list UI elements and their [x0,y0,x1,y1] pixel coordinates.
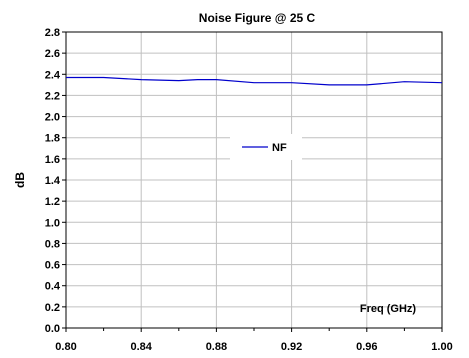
y-tick-label: 1.6 [45,154,60,166]
series-lines [66,76,443,86]
x-tick-label: 0.88 [206,341,227,353]
y-tick-label: 1.4 [45,175,61,187]
y-tick-label: 2.8 [45,27,60,39]
x-axis-label: Freq (GHz) [360,303,417,315]
y-tick-label: 0.0 [45,323,60,335]
y-tick-label: 2.0 [45,112,60,124]
chart-title: Noise Figure @ 25 C [199,11,316,25]
x-tick-label: 0.80 [55,341,76,353]
legend-label-nf: NF [272,142,287,154]
y-tick-label: 0.6 [45,260,60,272]
y-tick-label: 2.4 [45,69,61,81]
y-axis-label: dB [13,172,27,188]
y-tick-label: 1.0 [45,217,60,229]
plot-area-frame [65,31,443,329]
y-tick-label: 1.2 [45,196,60,208]
y-tick-label: 2.2 [45,90,60,102]
x-tick-label: 1.00 [431,341,452,353]
series-line-nf [66,76,443,86]
y-tick-label: 2.6 [45,48,60,60]
y-tick-label: 0.8 [45,238,60,250]
tick-labels: 0.0 0.2 0.4 0.6 0.8 1.0 1.2 1.4 1.6 1.8 2.0 2.2 2.4 2… [45,27,453,353]
x-tick-label: 0.84 [130,341,152,353]
y-tick-label: 1.8 [45,133,60,145]
grid-lines [66,32,442,328]
y-tick-label: 0.2 [45,302,60,314]
axes [62,31,443,332]
y-tick-label: 0.4 [45,281,61,293]
legend: NF [230,134,302,160]
x-tick-label: 0.96 [356,341,377,353]
x-tick-label: 0.92 [281,341,302,353]
